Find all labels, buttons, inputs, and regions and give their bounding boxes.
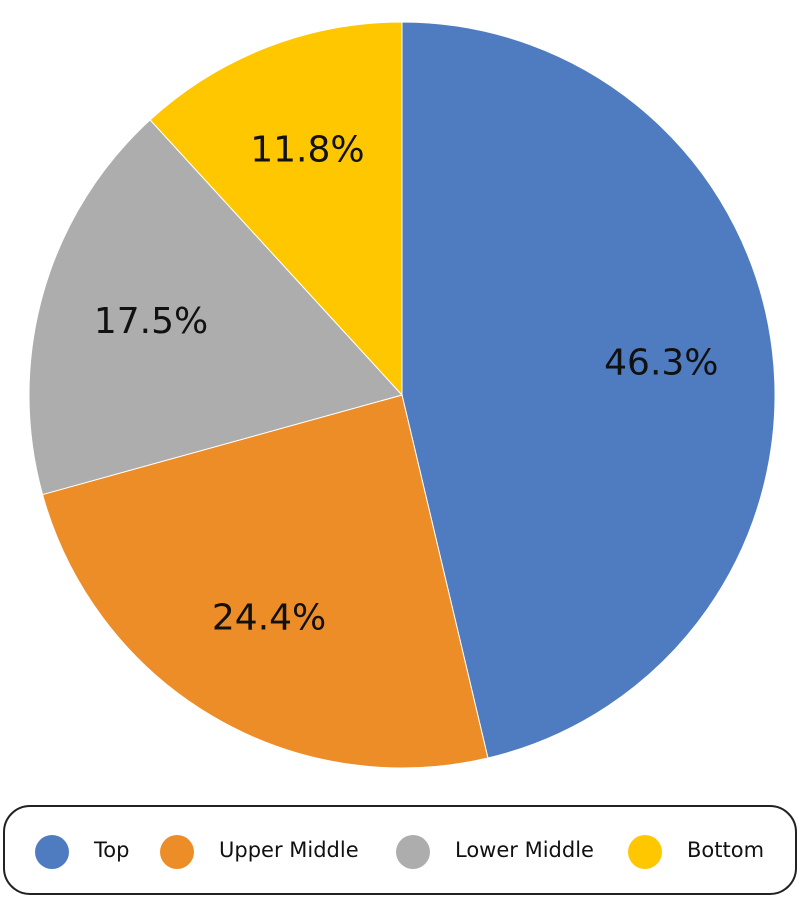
value-label: 24.4% [212, 598, 326, 639]
legend-marker [628, 835, 662, 869]
value-label: 17.5% [94, 301, 208, 342]
legend-box [3, 805, 797, 895]
legend-label: Upper Middle [219, 838, 359, 862]
value-label: 46.3% [604, 343, 718, 384]
legend-marker [160, 835, 194, 869]
legend-label: Lower Middle [455, 838, 594, 862]
legend-marker [35, 835, 69, 869]
pie-slice [41, 394, 489, 769]
legend-label: Top [93, 838, 129, 862]
legend-label: Bottom [687, 838, 764, 862]
value-label: 11.8% [250, 130, 364, 171]
legend-marker [396, 835, 430, 869]
pie-slice [149, 21, 403, 397]
pie-slice [28, 119, 403, 496]
pie-slice [401, 21, 776, 759]
